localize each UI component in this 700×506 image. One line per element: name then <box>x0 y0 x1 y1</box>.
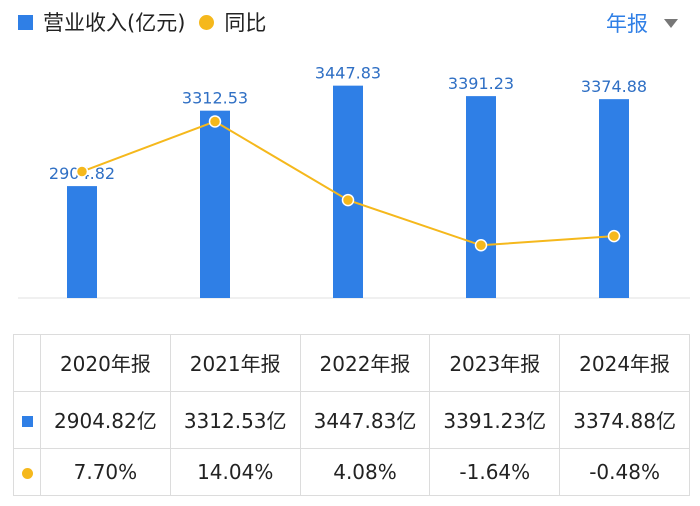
yoy-point-2021年报[interactable] <box>208 115 222 128</box>
yoy-2022: 4.08% <box>299 447 431 497</box>
header-2022: 2022年报 <box>299 334 431 392</box>
row-yoy-marker <box>13 447 41 497</box>
yoy-point-2022年报[interactable] <box>341 193 355 207</box>
data-table: 2020年报 2021年报 2022年报 2023年报 2024年报 2904.… <box>13 334 690 497</box>
bar-2021年报[interactable] <box>200 110 230 299</box>
revenue-2022: 3447.83亿 <box>299 390 431 449</box>
yoy-2024: -0.48% <box>559 447 690 497</box>
table-row-revenue: 2904.82亿 3312.53亿 3447.83亿 3391.23亿 3374… <box>13 390 690 449</box>
table-row-yoy: 7.70% 14.04% 4.08% -1.64% -0.48% <box>13 447 690 497</box>
period-selector[interactable]: 年报 <box>606 8 678 38</box>
bar-swatch-icon <box>21 415 33 427</box>
yoy-2020: 7.70% <box>40 447 171 497</box>
legend-item-revenue[interactable]: 营业收入(亿元) <box>18 7 185 37</box>
revenue-2020: 2904.82亿 <box>40 390 171 449</box>
legend-label-yoy: 同比 <box>224 11 267 35</box>
bar-value-label: 3374.88 <box>581 77 647 96</box>
chart-legend: 营业收入(亿元) 同比 <box>18 6 280 38</box>
revenue-2023: 3391.23亿 <box>429 390 561 449</box>
table-header-row: 2020年报 2021年报 2022年报 2023年报 2024年报 <box>13 334 690 392</box>
legend-label-revenue: 营业收入(亿元) <box>43 11 186 35</box>
bar-2023年报[interactable] <box>466 96 496 298</box>
dot-swatch-icon <box>199 14 215 30</box>
bar-group <box>67 85 629 299</box>
yoy-2021: 14.04% <box>169 447 301 497</box>
bar-2024年报[interactable] <box>599 99 629 298</box>
yoy-point-2020年报[interactable] <box>75 165 89 178</box>
legend-item-yoy[interactable]: 同比 <box>199 7 266 37</box>
bar-2022年报[interactable] <box>333 85 363 298</box>
yoy-point-2024年报[interactable] <box>607 229 621 243</box>
bar-2020年报[interactable] <box>67 186 97 298</box>
bar-value-label: 3447.83 <box>315 64 381 83</box>
header-2024: 2024年报 <box>559 334 690 392</box>
yoy-point-2023年报[interactable] <box>474 239 488 252</box>
revenue-2021: 3312.53亿 <box>169 390 301 449</box>
header-2023: 2023年报 <box>429 334 561 392</box>
period-selector-label: 年报 <box>606 12 648 36</box>
header-corner <box>13 334 41 392</box>
bar-swatch-icon <box>18 14 33 30</box>
bar-value-label: 3312.53 <box>182 89 248 108</box>
bar-value-label: 3391.23 <box>448 74 514 93</box>
header-2021: 2021年报 <box>169 334 301 392</box>
header-2020: 2020年报 <box>40 334 171 392</box>
row-revenue-marker <box>13 390 41 449</box>
revenue-2024: 3374.88亿 <box>559 390 690 449</box>
yoy-point-group <box>75 115 621 252</box>
dot-swatch-icon <box>21 467 33 479</box>
caret-down-icon <box>664 18 678 28</box>
yoy-2023: -1.64% <box>429 447 561 497</box>
